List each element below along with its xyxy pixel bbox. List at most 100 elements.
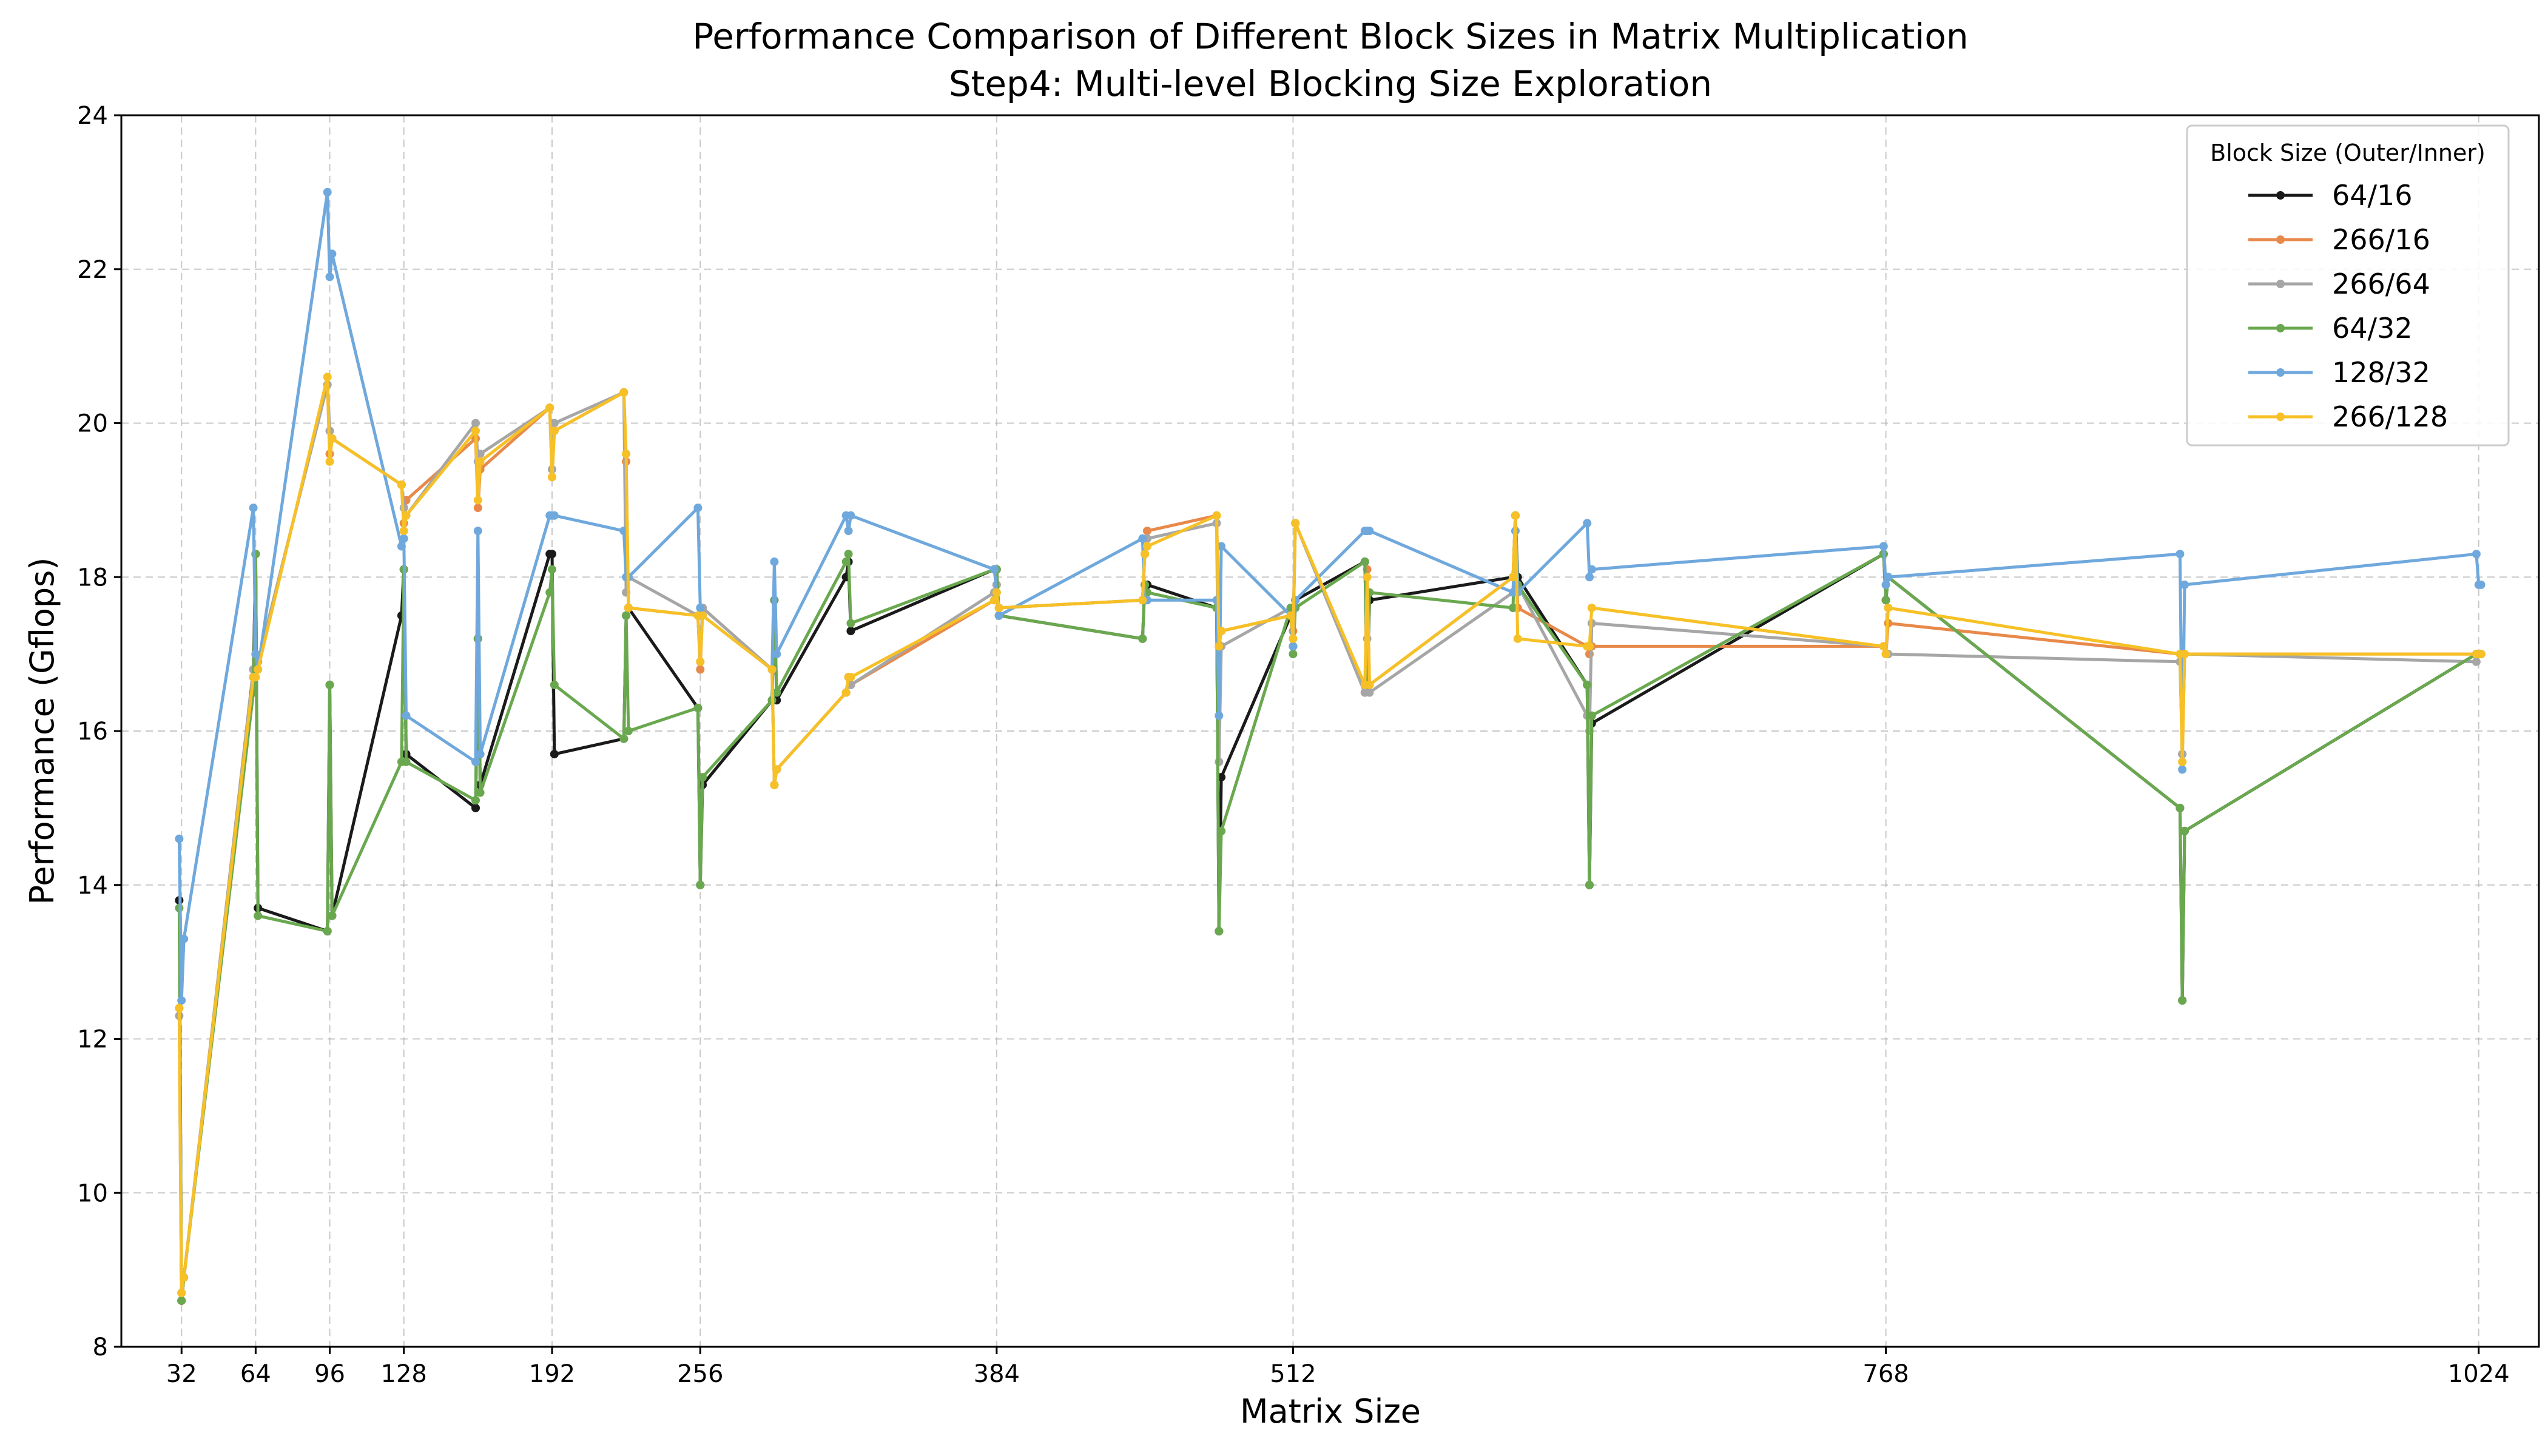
data-point bbox=[698, 773, 707, 782]
y-tick-label: 18 bbox=[77, 564, 108, 592]
data-point bbox=[624, 727, 633, 735]
legend-label: 64/16 bbox=[2332, 179, 2413, 212]
data-point bbox=[177, 1296, 186, 1305]
data-point bbox=[473, 504, 482, 513]
y-tick-label: 12 bbox=[77, 1026, 108, 1054]
data-point bbox=[251, 673, 260, 682]
y-tick-label: 16 bbox=[77, 718, 108, 746]
data-point bbox=[180, 934, 189, 943]
legend-label: 64/32 bbox=[2332, 312, 2413, 345]
data-point bbox=[1583, 519, 1592, 528]
x-tick-label: 128 bbox=[381, 1360, 427, 1388]
data-point bbox=[1143, 527, 1151, 536]
data-point bbox=[476, 450, 485, 459]
legend-item: 64/32 bbox=[2248, 312, 2413, 345]
data-point bbox=[696, 657, 705, 666]
data-point bbox=[1138, 596, 1147, 605]
data-point bbox=[177, 996, 186, 1005]
data-point bbox=[1583, 680, 1592, 689]
data-point bbox=[1585, 573, 1594, 582]
data-point bbox=[1360, 557, 1369, 566]
data-point bbox=[471, 426, 480, 436]
x-tick-label: 1024 bbox=[2448, 1360, 2510, 1388]
data-point bbox=[846, 511, 855, 520]
legend-marker bbox=[2276, 413, 2285, 421]
data-point bbox=[1143, 542, 1151, 551]
data-point bbox=[2178, 996, 2187, 1005]
data-point bbox=[1879, 542, 1888, 551]
data-point bbox=[1509, 573, 1517, 582]
data-point bbox=[177, 1289, 186, 1298]
data-point bbox=[770, 780, 779, 789]
data-point bbox=[1291, 519, 1300, 528]
data-point bbox=[325, 457, 334, 466]
data-point bbox=[772, 765, 781, 774]
legend-item: 128/32 bbox=[2248, 356, 2430, 389]
data-point bbox=[693, 504, 703, 513]
data-point bbox=[2178, 765, 2187, 774]
data-point bbox=[1289, 650, 1298, 659]
x-tick-label: 512 bbox=[1270, 1360, 1316, 1388]
data-point bbox=[1513, 634, 1522, 643]
legend-label: 266/128 bbox=[2332, 400, 2448, 433]
data-point bbox=[2472, 550, 2481, 559]
y-tick-label: 22 bbox=[77, 256, 108, 284]
data-point bbox=[1289, 642, 1298, 651]
data-point bbox=[767, 665, 777, 674]
data-point bbox=[1587, 604, 1596, 612]
data-point bbox=[323, 187, 332, 197]
data-point bbox=[1587, 565, 1596, 574]
x-tick-label: 96 bbox=[314, 1360, 345, 1388]
legend-title: Block Size (Outer/Inner) bbox=[2210, 140, 2486, 166]
data-point bbox=[1884, 573, 1893, 582]
data-point bbox=[1365, 680, 1374, 689]
data-point bbox=[328, 911, 337, 920]
legend-item: 266/128 bbox=[2248, 400, 2448, 433]
y-tick-label: 8 bbox=[93, 1333, 108, 1361]
ticks: 32 64 96 128 192 256 384 512 768 1024 8 10 12 14 16 18 2… bbox=[77, 102, 2510, 1388]
legend-marker bbox=[2276, 324, 2285, 332]
data-point bbox=[471, 757, 480, 766]
data-point bbox=[619, 388, 629, 397]
data-point bbox=[1587, 711, 1596, 720]
data-point bbox=[992, 588, 1001, 597]
data-point bbox=[841, 688, 851, 697]
data-point bbox=[2476, 650, 2486, 659]
data-point bbox=[402, 711, 411, 720]
data-point bbox=[249, 504, 258, 513]
data-point bbox=[550, 426, 559, 436]
legend-marker bbox=[2276, 191, 2285, 200]
data-point bbox=[323, 372, 332, 382]
legend-item: 266/16 bbox=[2248, 223, 2430, 256]
data-point bbox=[397, 480, 406, 489]
data-point bbox=[622, 611, 631, 620]
data-point bbox=[844, 527, 853, 536]
data-point bbox=[1884, 604, 1893, 612]
data-point bbox=[325, 272, 334, 281]
x-tick-label: 256 bbox=[677, 1360, 723, 1388]
data-point bbox=[1585, 642, 1594, 651]
data-point bbox=[990, 565, 999, 574]
data-point bbox=[696, 880, 705, 889]
data-point bbox=[2180, 650, 2189, 659]
x-axis-label: Matrix Size bbox=[1240, 1392, 1421, 1431]
data-point bbox=[473, 496, 482, 505]
data-point bbox=[251, 650, 260, 659]
data-point bbox=[1289, 634, 1298, 643]
data-point bbox=[550, 680, 559, 689]
data-point bbox=[2472, 657, 2481, 666]
legend: Block Size (Outer/Inner) 64/16 266/16 266/… bbox=[2186, 124, 2510, 447]
data-point bbox=[254, 911, 263, 920]
data-point bbox=[545, 588, 554, 597]
data-point bbox=[1215, 711, 1224, 720]
data-point bbox=[844, 550, 853, 559]
data-point bbox=[175, 1003, 184, 1013]
legend-marker bbox=[2276, 235, 2285, 244]
data-point bbox=[1511, 511, 1520, 520]
data-point bbox=[846, 619, 855, 628]
data-point bbox=[175, 834, 184, 843]
data-point bbox=[476, 750, 485, 759]
data-point bbox=[325, 680, 334, 689]
data-point bbox=[1881, 596, 1890, 605]
